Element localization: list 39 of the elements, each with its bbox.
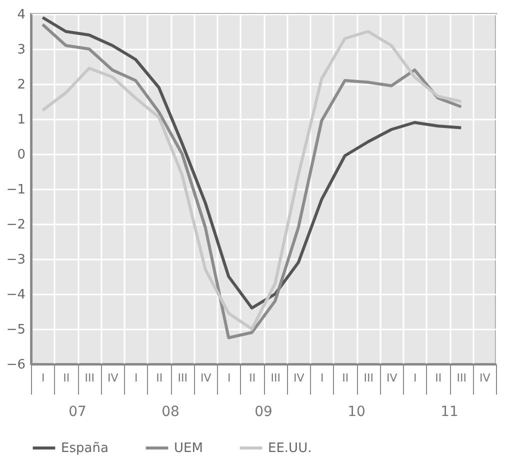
x-tick-label: II [156,372,163,384]
x-tick-label: IV [293,372,305,384]
x-tick-label: II [342,372,349,384]
x-tick-label: III [270,372,280,384]
x-tick-label: I [414,372,417,384]
x-tick-label: II [249,372,256,384]
text: 11 [440,404,458,420]
y-tick-label: 4 [17,8,26,22]
y-tick-label: −2 [6,218,26,232]
x-tick-label: I [42,372,45,384]
x-tick-label: II [435,372,442,384]
x-tick-label: II [63,372,70,384]
text: 10 [348,404,366,420]
x-tick-label: III [364,372,374,384]
y-tick-label: 3 [17,42,26,58]
x-tick-label: III [456,372,466,384]
text: 09 [254,404,272,420]
legend-label: España [61,441,108,456]
x-tick-label: I [228,372,231,384]
text: 08 [162,404,180,420]
x-tick-label: IV [386,372,398,384]
y-tick-label: −4 [6,288,26,302]
y-tick-label: 0 [17,148,26,162]
legend-label: UEM [174,441,203,456]
x-tick-label: IV [479,372,491,384]
x-tick-label: I [320,372,324,384]
y-tick-label: −1 [6,182,26,198]
x-tick-label: IV [107,372,119,384]
y-tick-label: 1 [17,112,26,128]
x-tick-label: III [178,372,188,384]
x-tick-label: IV [200,372,212,384]
x-tick-label: I [134,372,138,384]
x-tick-label: III [84,372,94,384]
legend-label: EE.UU. [268,441,312,456]
y-tick-label: 2 [17,78,26,92]
y-tick-label: −5 [6,322,26,338]
y-tick-label: −6 [6,358,26,372]
y-tick-label: −3 [6,252,26,268]
text: 07 [68,404,86,420]
